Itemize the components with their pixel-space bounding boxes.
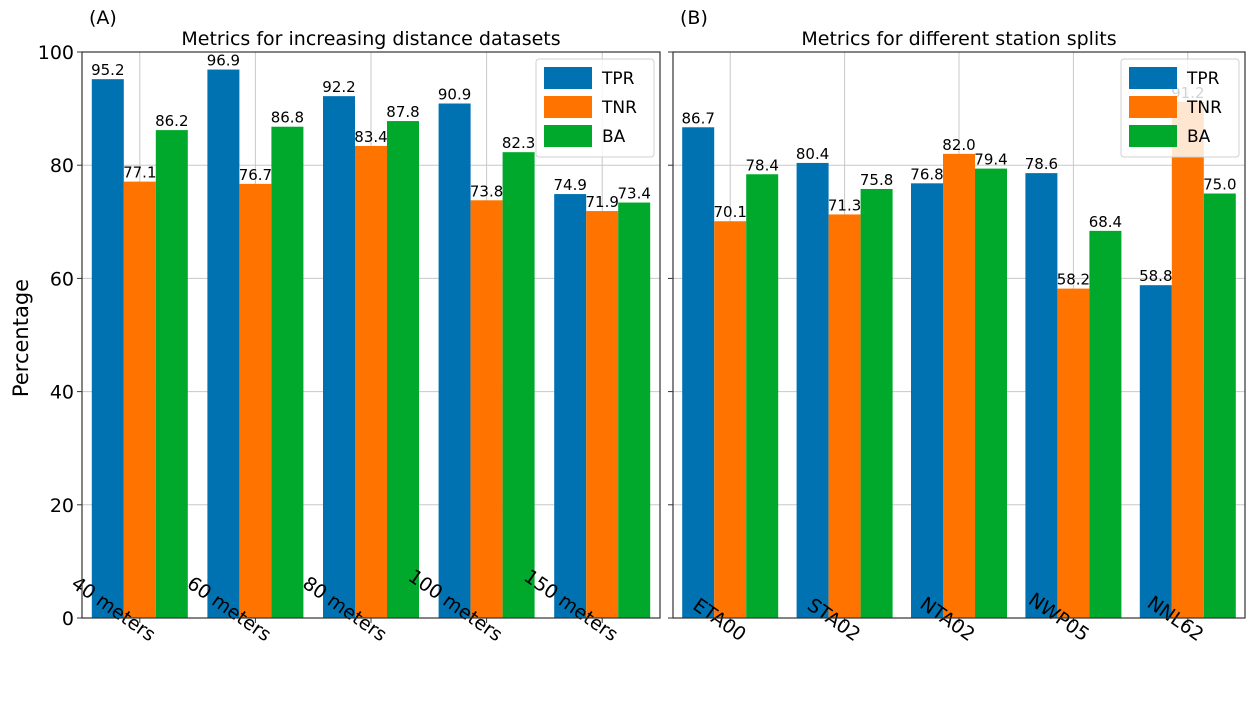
bar-tpr bbox=[438, 103, 471, 619]
bar-tnr bbox=[1057, 288, 1090, 618]
panel-label: (A) bbox=[89, 7, 117, 29]
y-tick-label: 100 bbox=[38, 42, 74, 64]
bar-ba bbox=[746, 174, 779, 619]
bar-tnr bbox=[355, 145, 387, 618]
legend-swatch bbox=[544, 96, 592, 118]
bar-value-label: 68.4 bbox=[1089, 213, 1122, 231]
bar-value-label: 95.2 bbox=[91, 61, 124, 79]
legend-label: TNR bbox=[1186, 98, 1222, 118]
chart-title: Metrics for different station splits bbox=[801, 28, 1116, 50]
bar-value-label: 76.8 bbox=[910, 165, 943, 183]
legend-swatch bbox=[544, 67, 592, 89]
bar-tpr bbox=[207, 69, 240, 618]
bar-tnr bbox=[1171, 101, 1204, 619]
bar-value-label: 75.8 bbox=[860, 171, 893, 189]
legend-label: TNR bbox=[601, 98, 637, 118]
bar-tnr bbox=[123, 181, 156, 618]
chart-title: Metrics for increasing distance datasets bbox=[181, 28, 560, 50]
bar-value-label: 75.0 bbox=[1203, 176, 1236, 194]
bar-tpr bbox=[911, 183, 943, 618]
bar-value-label: 78.6 bbox=[1025, 155, 1058, 173]
bar-value-label: 74.9 bbox=[553, 176, 586, 194]
bar-value-label: 82.0 bbox=[942, 136, 975, 154]
bar-tnr bbox=[586, 211, 619, 618]
y-tick-label: 20 bbox=[50, 495, 74, 517]
bar-value-label: 76.7 bbox=[239, 166, 272, 184]
bar-value-label: 86.8 bbox=[271, 109, 304, 127]
bar-value-label: 58.2 bbox=[1057, 271, 1090, 289]
y-tick-label: 60 bbox=[50, 268, 74, 290]
legend-label: BA bbox=[1187, 127, 1211, 147]
bar-ba bbox=[860, 188, 893, 619]
legend-swatch bbox=[1129, 96, 1177, 118]
plot-frame bbox=[81, 51, 661, 619]
bar-ba bbox=[975, 168, 1007, 618]
bar-ba bbox=[387, 121, 419, 618]
bar-ba bbox=[155, 130, 188, 618]
bar-tpr bbox=[796, 162, 829, 618]
bar-tpr bbox=[554, 194, 587, 619]
bar-value-label: 58.8 bbox=[1139, 267, 1172, 285]
bar-value-label: 77.1 bbox=[123, 164, 156, 182]
bar-value-label: 96.9 bbox=[207, 52, 240, 70]
bar-value-label: 73.8 bbox=[470, 182, 503, 200]
bar-value-label: 90.9 bbox=[438, 86, 471, 104]
bar-tpr bbox=[323, 96, 355, 618]
legend-label: TPR bbox=[601, 69, 635, 89]
legend-swatch bbox=[1129, 125, 1177, 147]
bar-value-label: 70.1 bbox=[713, 203, 746, 221]
bar-ba bbox=[271, 126, 304, 618]
bar-tpr bbox=[91, 79, 124, 619]
panel-label: (B) bbox=[680, 7, 708, 29]
bar-ba bbox=[1203, 193, 1236, 618]
plot-frame bbox=[672, 51, 1246, 619]
bar-tpr bbox=[1025, 173, 1058, 618]
panel-station-splits: 86.780.476.878.658.870.171.382.058.291.2… bbox=[668, 7, 1246, 646]
bar-value-label: 83.4 bbox=[354, 128, 387, 146]
bar-value-label: 86.2 bbox=[155, 112, 188, 130]
legend-swatch bbox=[1129, 67, 1177, 89]
bar-value-label: 92.2 bbox=[322, 78, 355, 96]
y-axis-label: Percentage bbox=[9, 279, 33, 397]
bar-value-label: 82.3 bbox=[502, 134, 535, 152]
bar-value-label: 71.9 bbox=[585, 193, 618, 211]
y-tick-label: 80 bbox=[50, 155, 74, 177]
bar-value-label: 78.4 bbox=[745, 156, 778, 174]
y-tick-label: 0 bbox=[62, 608, 74, 630]
panel-distance-datasets: 0 20 40 60 80 100 95.2 96.9 92.2 90.9 74.9 77.1 76.7… bbox=[38, 7, 661, 646]
bar-value-label: 73.4 bbox=[617, 185, 650, 203]
bar-tnr bbox=[714, 221, 747, 618]
bar-value-label: 71.3 bbox=[828, 196, 861, 214]
y-tick-label: 40 bbox=[50, 382, 74, 404]
bar-ba bbox=[1089, 230, 1122, 618]
bar-tnr bbox=[470, 200, 503, 619]
bar-value-label: 80.4 bbox=[796, 145, 829, 163]
bar-tpr bbox=[682, 127, 715, 618]
bar-ba bbox=[618, 202, 651, 618]
legend-swatch bbox=[544, 125, 592, 147]
bar-tnr bbox=[828, 214, 861, 618]
legend-label: BA bbox=[602, 127, 626, 147]
bar-tnr bbox=[943, 153, 975, 618]
bar-value-label: 79.4 bbox=[974, 151, 1007, 169]
bar-value-label: 87.8 bbox=[386, 103, 419, 121]
bar-ba bbox=[502, 152, 535, 618]
bar-value-label: 86.7 bbox=[681, 109, 714, 127]
bar-tpr bbox=[1139, 285, 1172, 618]
bar-tnr bbox=[239, 183, 272, 619]
legend-label: TPR bbox=[1186, 69, 1220, 89]
